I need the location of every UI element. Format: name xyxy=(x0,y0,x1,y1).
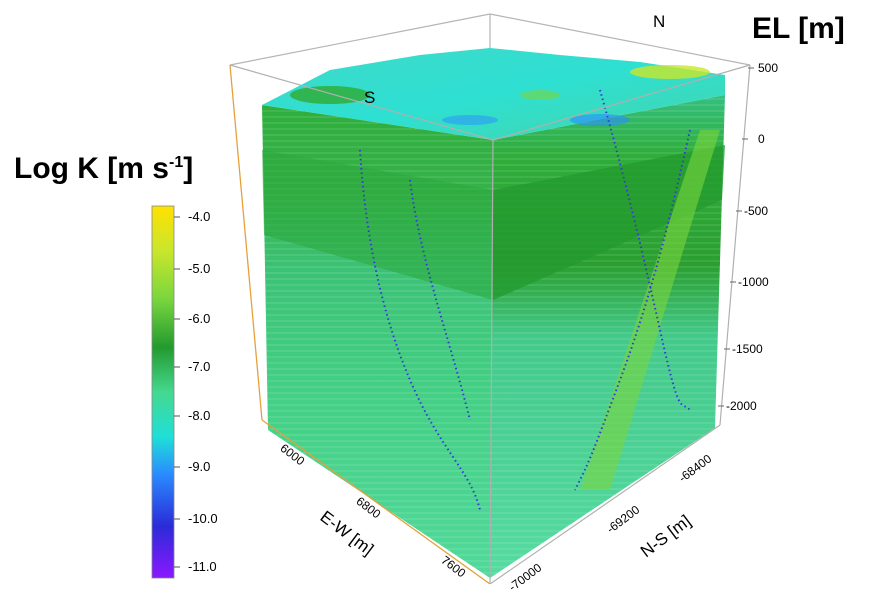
colorbar xyxy=(151,205,175,579)
colorbar-title: Log K [m s-1] xyxy=(14,152,193,186)
colorbar-title-main: Log K [m s xyxy=(14,152,169,185)
colorbar-tick-label: -4.0 xyxy=(188,209,211,224)
south-label: S xyxy=(364,88,376,107)
elevation-tick-label: 500 xyxy=(758,61,779,75)
bounding-box-front-gray xyxy=(229,64,751,584)
colorbar-title-exponent: -1 xyxy=(169,154,184,171)
elevation-tick-label: -1500 xyxy=(732,342,763,356)
elevation-tick-label: -1000 xyxy=(738,275,769,289)
elevation-tick-marks xyxy=(718,67,754,407)
elevation-tick-label: -500 xyxy=(744,204,769,218)
bounding-box-front xyxy=(229,64,491,584)
colorbar-tick-label: -11.0 xyxy=(188,559,217,574)
elevation-tick-label: 0 xyxy=(758,132,765,146)
colorbar-tick-label: -10.0 xyxy=(188,511,218,526)
colorbar-tick-label: -5.0 xyxy=(188,261,211,276)
north-label: N xyxy=(653,12,666,31)
low-k-band-left xyxy=(262,150,493,300)
elevation-tick-label: -2000 xyxy=(726,399,757,413)
colorbar-tick-label: -8.0 xyxy=(188,408,211,423)
colorbar-tick-label: -9.0 xyxy=(188,459,211,474)
colorbar-tick-label: -7.0 xyxy=(188,359,211,374)
borehole-traces xyxy=(359,89,691,511)
colorbar-title-close: ] xyxy=(183,152,194,185)
colorbar-tick-label: -6.0 xyxy=(188,311,211,326)
low-k-band xyxy=(493,145,725,300)
colorbar-tick-marks xyxy=(174,216,180,568)
elevation-title: EL [m] xyxy=(752,12,845,45)
fault-zone xyxy=(580,130,720,490)
